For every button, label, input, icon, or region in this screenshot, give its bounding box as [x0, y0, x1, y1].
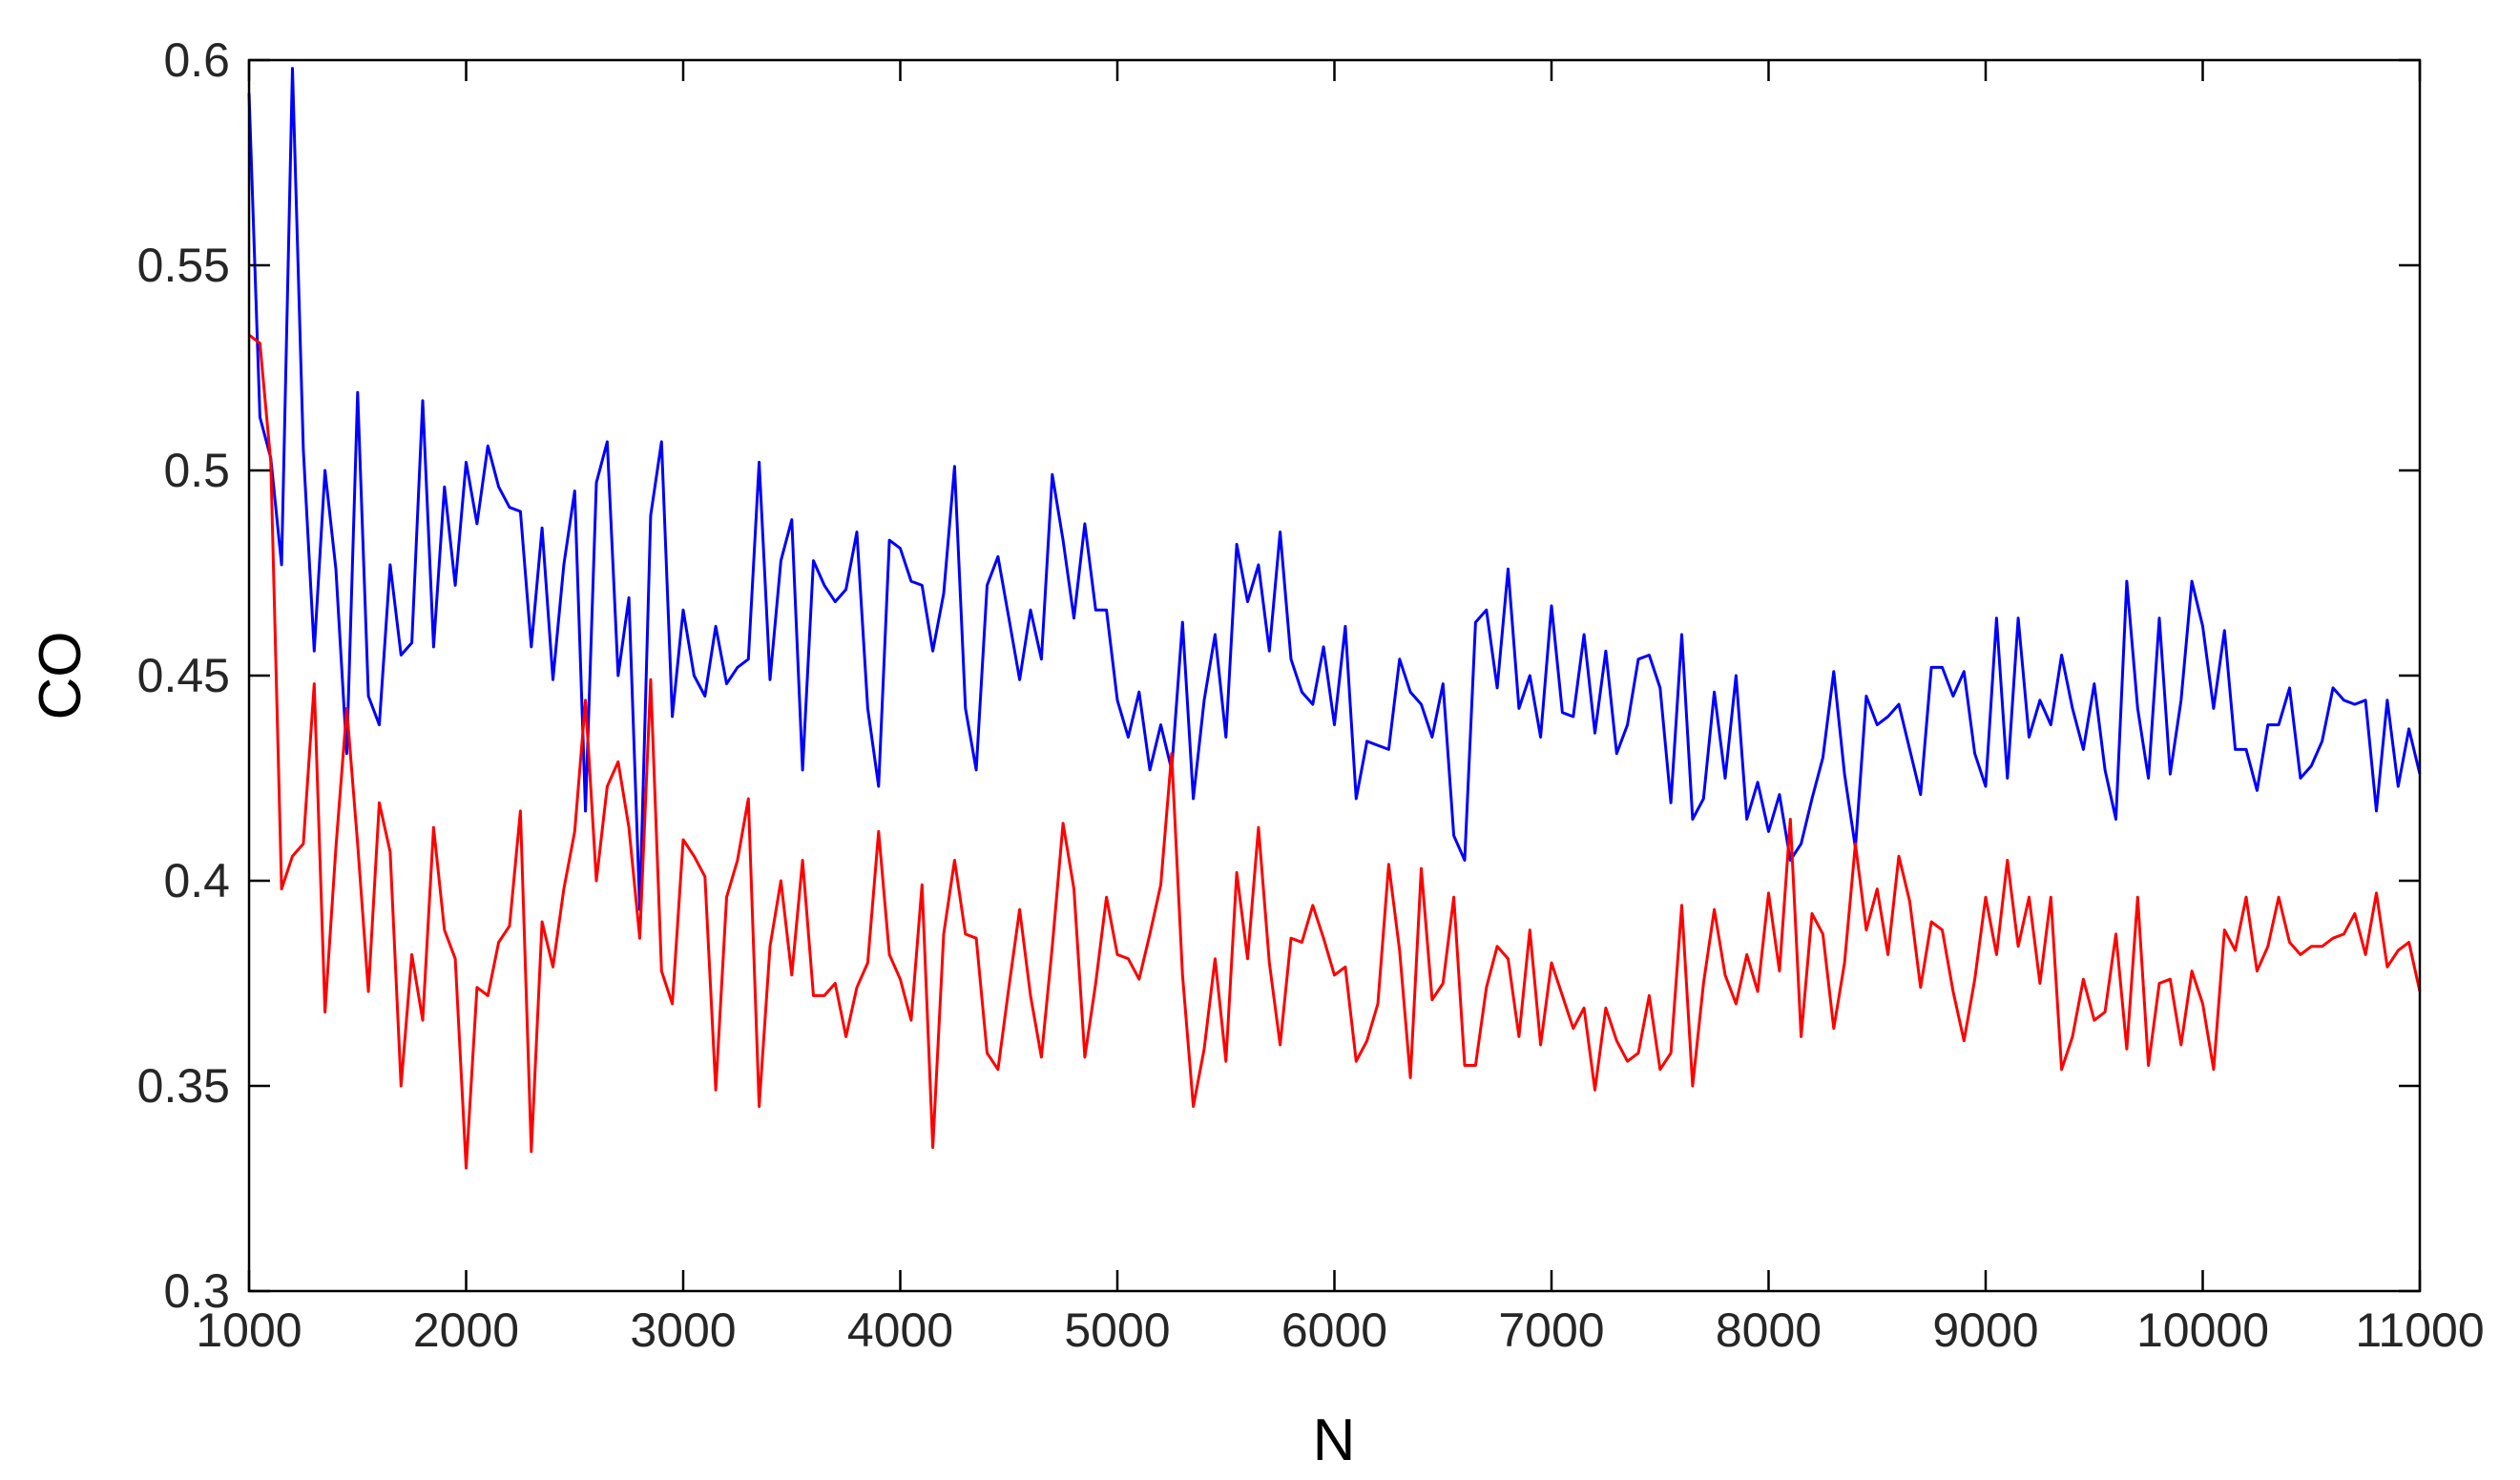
- tick-layer: 1000 2000 3000 4000 5000 6000 7000 8000 9000 1000…: [137, 33, 2485, 1357]
- series-layer: [247, 67, 2422, 1170]
- x-tick-label: 3000: [630, 1303, 736, 1357]
- y-tick-label: 0.5: [163, 444, 230, 497]
- y-tick-label: 0.55: [137, 239, 230, 292]
- x-axis-label: N: [1313, 1407, 1356, 1473]
- y-axis-label: CO: [28, 632, 94, 720]
- y-tick-label: 0.3: [163, 1264, 230, 1318]
- y-tick-label: 0.4: [163, 854, 230, 907]
- x-tick-label: 4000: [847, 1303, 953, 1357]
- x-tick-label: 8000: [1716, 1303, 1822, 1357]
- x-tick-label: 5000: [1064, 1303, 1170, 1357]
- x-tick-label: 7000: [1498, 1303, 1604, 1357]
- x-tick-label: 6000: [1281, 1303, 1387, 1357]
- y-tick-label: 0.35: [137, 1059, 230, 1113]
- x-tick-label: 10000: [2136, 1303, 2269, 1357]
- series-line-2: [248, 333, 2422, 1170]
- series-line-1: [247, 67, 2422, 911]
- x-tick-label: 11000: [2355, 1303, 2484, 1357]
- plot-background: [249, 60, 2420, 1291]
- x-tick-label: 1000: [196, 1303, 302, 1357]
- x-tick-label: 9000: [1932, 1303, 2038, 1357]
- y-tick-label: 0.45: [137, 649, 230, 702]
- y-tick-label: 0.6: [163, 33, 230, 87]
- x-tick-label: 2000: [413, 1303, 519, 1357]
